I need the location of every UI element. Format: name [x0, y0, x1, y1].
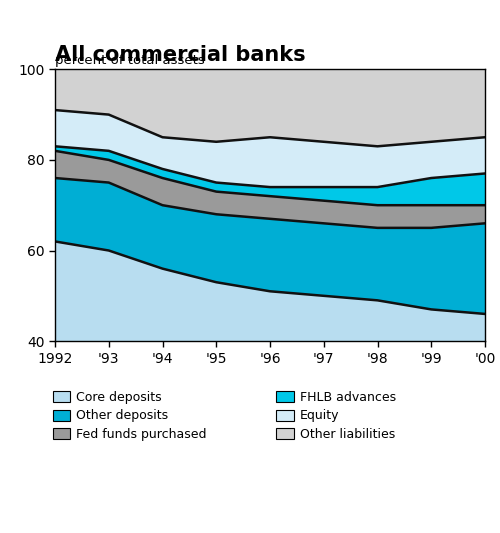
Legend: FHLB advances, Equity, Other liabilities: FHLB advances, Equity, Other liabilities: [276, 391, 396, 441]
Text: percent of total assets: percent of total assets: [55, 54, 205, 67]
Text: All commercial banks: All commercial banks: [55, 45, 306, 65]
